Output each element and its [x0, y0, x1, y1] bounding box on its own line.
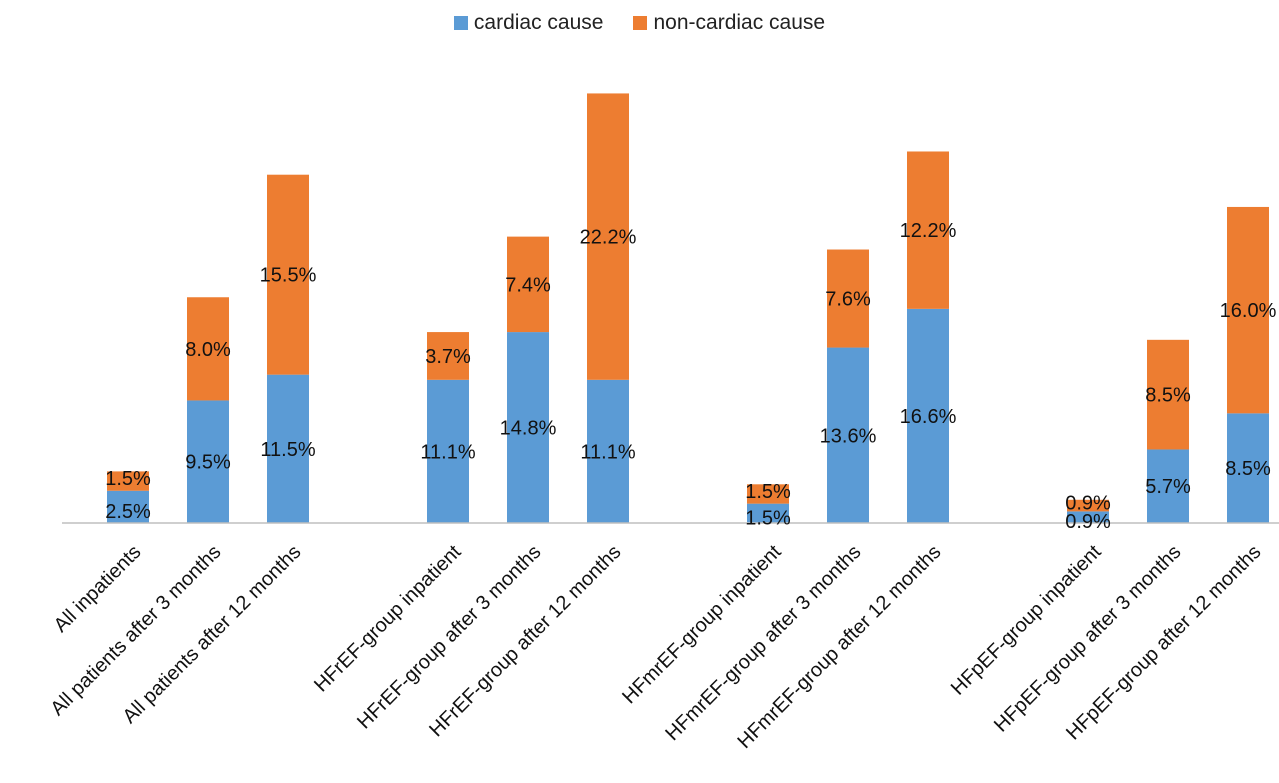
bar-noncardiac-3 [427, 332, 469, 380]
data-label-noncardiac-3: 3.7% [425, 346, 471, 368]
x-tick-label-1: All patients after 3 months [46, 541, 225, 720]
bar-noncardiac-7 [827, 249, 869, 348]
bar-cardiac-8 [907, 308, 949, 523]
legend: cardiac cause non-cardiac cause [0, 8, 1279, 38]
legend-swatch-noncardiac [633, 16, 648, 30]
bar-cardiac-4 [507, 332, 549, 523]
data-label-noncardiac-8: 12.2% [900, 220, 957, 242]
legend-item-cardiac: cardiac cause [453, 11, 604, 35]
bar-cardiac-11 [1227, 413, 1269, 523]
bar-noncardiac-4 [507, 236, 549, 333]
bar-cardiac-2 [267, 374, 309, 523]
data-label-cardiac-9: 0.9% [1065, 511, 1111, 533]
data-label-noncardiac-1: 8.0% [185, 339, 231, 361]
bar-noncardiac-11 [1227, 206, 1269, 414]
bar-noncardiac-5 [587, 93, 629, 380]
bar-cardiac-10 [1147, 449, 1189, 523]
legend-label-cardiac: cardiac cause [473, 11, 604, 34]
bar-cardiac-0 [107, 490, 149, 523]
bar-noncardiac-2 [267, 174, 309, 375]
bar-noncardiac-8 [907, 151, 949, 309]
data-label-cardiac-0: 2.5% [105, 501, 151, 523]
x-tick-label-3: HFrEF-group inpatient [310, 541, 466, 697]
data-label-cardiac-10: 5.7% [1145, 476, 1191, 498]
data-labels: 2.5% 1.5% 9.5% 8.0% 11.5% 15.5% 11.1% 3.7% 14.8%… [105, 220, 1276, 533]
data-label-noncardiac-4: 7.4% [505, 274, 551, 296]
data-label-noncardiac-11: 16.0% [1220, 300, 1277, 322]
bar-cardiac-5 [587, 379, 629, 523]
data-label-cardiac-4: 14.8% [500, 418, 557, 440]
data-label-cardiac-8: 16.6% [900, 406, 957, 428]
bar-cardiac-9 [1067, 511, 1109, 523]
data-label-noncardiac-5: 22.2% [580, 227, 637, 249]
data-label-cardiac-11: 8.5% [1225, 458, 1271, 480]
bars-layer [107, 93, 1269, 523]
legend-label-noncardiac: non-cardiac cause [653, 11, 826, 34]
bar-noncardiac-1 [187, 297, 229, 401]
bar-cardiac-3 [427, 379, 469, 523]
data-label-noncardiac-2: 15.5% [260, 265, 317, 287]
data-label-noncardiac-9: 0.9% [1065, 493, 1111, 515]
data-label-cardiac-3: 11.1% [420, 441, 475, 463]
data-label-noncardiac-10: 8.5% [1145, 385, 1191, 407]
bar-noncardiac-9 [1067, 499, 1109, 512]
bar-cardiac-1 [187, 400, 229, 523]
data-label-cardiac-5: 11.1% [580, 441, 635, 463]
bar-noncardiac-0 [107, 471, 149, 491]
data-label-noncardiac-7: 7.6% [825, 289, 871, 311]
bar-cardiac-6 [747, 503, 789, 523]
legend-item-noncardiac: non-cardiac cause [633, 11, 825, 35]
data-label-noncardiac-0: 1.5% [105, 468, 151, 490]
data-label-noncardiac-6: 1.5% [745, 481, 791, 503]
bar-cardiac-7 [827, 347, 869, 523]
data-label-cardiac-1: 9.5% [185, 452, 231, 474]
x-tick-label-6: HFmrEF-group inpatient [618, 541, 786, 709]
legend-swatch-cardiac [453, 16, 468, 30]
data-label-cardiac-2: 11.5% [260, 439, 315, 461]
data-label-cardiac-6: 1.5% [745, 507, 791, 529]
x-tick-label-9: HFpEF-group inpatient [947, 541, 1106, 700]
bar-noncardiac-10 [1147, 339, 1189, 450]
data-label-cardiac-7: 13.6% [820, 425, 877, 447]
bar-noncardiac-6 [747, 484, 789, 504]
